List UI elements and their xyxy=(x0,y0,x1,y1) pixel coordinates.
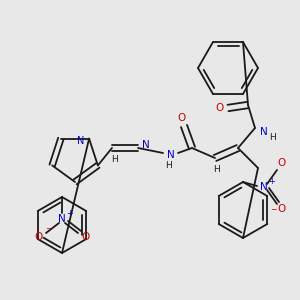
Text: O: O xyxy=(277,158,285,168)
Text: N: N xyxy=(58,214,66,224)
Text: N: N xyxy=(77,136,85,146)
Text: O: O xyxy=(277,204,285,214)
Text: N: N xyxy=(260,127,268,137)
Text: N: N xyxy=(167,150,175,160)
Text: H: H xyxy=(165,161,171,170)
Text: N: N xyxy=(142,140,150,150)
Text: +: + xyxy=(268,176,275,185)
Text: H: H xyxy=(214,166,220,175)
Text: O: O xyxy=(35,232,43,242)
Text: +: + xyxy=(67,209,73,218)
Text: O: O xyxy=(178,113,186,123)
Text: H: H xyxy=(111,154,117,164)
Text: N: N xyxy=(260,182,268,192)
Text: H: H xyxy=(270,134,276,142)
Text: −: − xyxy=(270,206,276,214)
Text: O: O xyxy=(82,232,90,242)
Text: −: − xyxy=(45,224,51,233)
Text: O: O xyxy=(216,103,224,113)
